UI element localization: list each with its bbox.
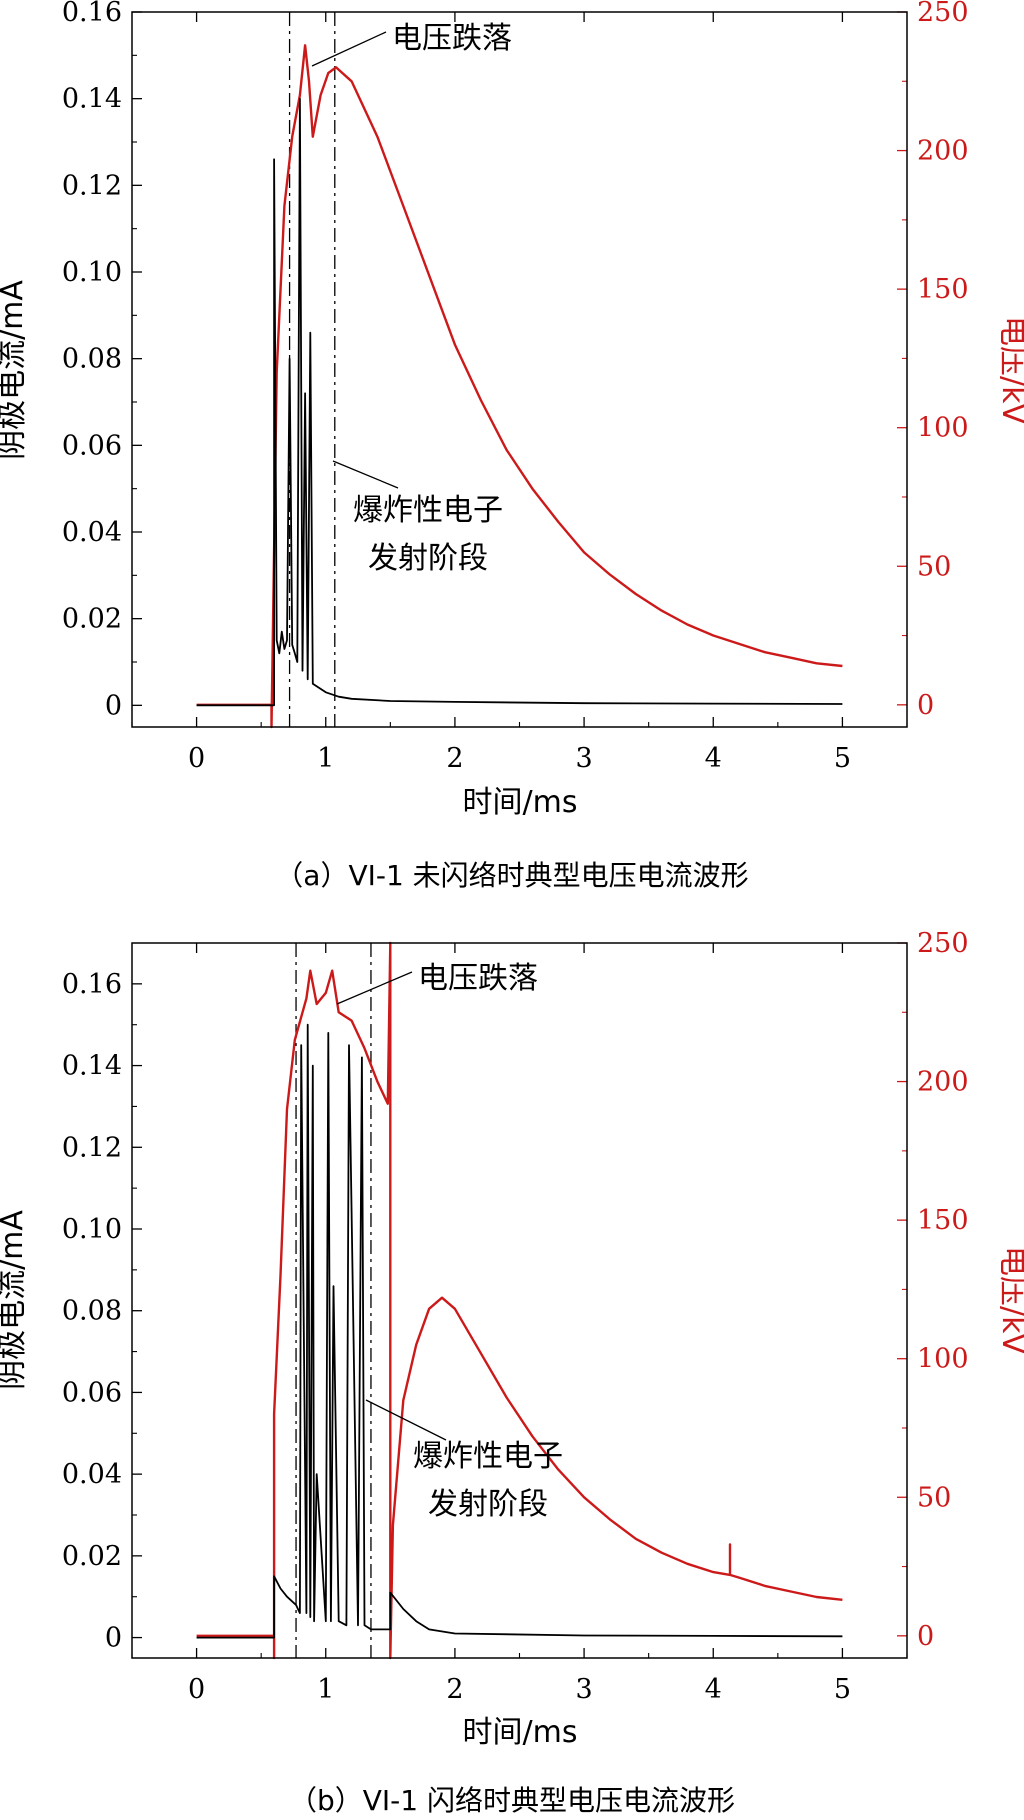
panel-b-voltage-series-line xyxy=(196,941,843,1660)
panel-a-ytick-left-label: 0 xyxy=(105,690,122,721)
panel-a-xtick-label: 5 xyxy=(834,743,851,774)
panel-b-annotation-voltage-drop: 电压跌落 xyxy=(418,961,538,996)
panel-a-voltage-series-line xyxy=(196,44,843,729)
panel-a-ytick-right-label: 150 xyxy=(917,274,969,305)
panel-a-xtick-label: 3 xyxy=(575,743,592,774)
panel-b-xtick-label: 0 xyxy=(188,1674,205,1705)
panel-a-xtick-label: 2 xyxy=(446,743,463,774)
panel-a-ytick-left-label: 0.12 xyxy=(62,170,122,201)
panel-a-annotation-voltage-drop: 电压跌落 xyxy=(392,21,512,56)
panel-b-xlabel: 时间/ms xyxy=(463,1715,578,1750)
panel-a-ytick-left-label: 0.02 xyxy=(62,604,122,635)
panel-b-xtick-label: 4 xyxy=(705,1674,722,1705)
panel-a-leader-voltage-drop xyxy=(311,31,387,67)
panel-b-current-series-line xyxy=(196,1023,843,1639)
panel-b-grid-and-lines: 0 1 2 3 4 500.020.040.060.080.100.120.140.160… xyxy=(62,928,969,1705)
panel-a-xtick-label: 0 xyxy=(188,743,205,774)
panel-a-ytick-right-label: 200 xyxy=(917,136,969,167)
panel-a-ytick-right-label: 100 xyxy=(917,413,969,444)
panel-a-annotation-stage-line2: 发射阶段 xyxy=(368,541,488,576)
panel-b-ylabel-right: 电压/kV xyxy=(995,1246,1024,1354)
panel-b-ytick-right-label: 150 xyxy=(917,1205,969,1236)
panel-a-ytick-right-label: 0 xyxy=(917,690,934,721)
panel-b-ytick-left-label: 0 xyxy=(105,1623,122,1654)
panel-a-ytick-left-label: 0.16 xyxy=(62,0,122,28)
panel-b-plot-frame xyxy=(131,942,908,1659)
panel-a-ytick-left-label: 0.10 xyxy=(62,257,122,288)
panel-b-ytick-right-label: 250 xyxy=(917,928,969,959)
panel-b-leader-stage xyxy=(365,1399,447,1441)
panel-a-annotation-stage-line1: 爆炸性电子 xyxy=(353,493,503,528)
panel-a-ylabel-right: 电压/kV xyxy=(995,316,1024,424)
panel-b-annotation-stage-line2: 发射阶段 xyxy=(428,1487,548,1522)
panel-a-current-series-line xyxy=(196,97,843,707)
panel-a-ytick-right-label: 50 xyxy=(917,551,951,582)
panel-b-xtick-label: 3 xyxy=(575,1674,592,1705)
panel-a-caption: （a）VI-1 未闪络时典型电压电流波形 xyxy=(275,859,748,892)
panel-b-ylabel-left: 阴极电流/mA xyxy=(0,1210,30,1390)
panel-a-leader-stage xyxy=(332,460,399,489)
panel-a-ytick-left-label: 0.06 xyxy=(62,430,122,461)
panel-a-plot-frame xyxy=(131,11,908,728)
panel-b-annotation-stage-line1: 爆炸性电子 xyxy=(413,1439,563,1474)
panel-a-xtick-label: 4 xyxy=(705,743,722,774)
panel-a-xtick-label: 1 xyxy=(317,743,334,774)
panel-b-xtick-label: 5 xyxy=(834,1674,851,1705)
panel-b-ytick-left-label: 0.06 xyxy=(62,1377,122,1408)
panel-b-leader-voltage-drop xyxy=(336,971,413,1005)
panel-a-grid-and-lines: 0 1 2 3 4 500.020.040.060.080.100.120.140.160… xyxy=(62,0,969,774)
panel-b-xtick-label: 2 xyxy=(446,1674,463,1705)
panel-a-ytick-left-label: 0.14 xyxy=(62,84,122,115)
panel-a-ytick-left-label: 0.04 xyxy=(62,517,122,548)
panel-a-ylabel-left: 阴极电流/mA xyxy=(0,280,30,460)
panel-b-ytick-left-label: 0.08 xyxy=(62,1296,122,1327)
panel-a-ytick-right-label: 250 xyxy=(917,0,969,28)
panel-a-xlabel: 时间/ms xyxy=(463,785,578,820)
panel-a-ytick-left-label: 0.08 xyxy=(62,344,122,375)
panel-b-ytick-left-label: 0.12 xyxy=(62,1132,122,1163)
panel-b-ytick-right-label: 0 xyxy=(917,1621,934,1652)
panel-b-ytick-left-label: 0.02 xyxy=(62,1541,122,1572)
panel-b: 0 1 2 3 4 500.020.040.060.080.100.120.140.160… xyxy=(0,928,1024,1817)
panel-b-ytick-left-label: 0.14 xyxy=(62,1051,122,1082)
panel-b-ytick-right-label: 100 xyxy=(917,1344,969,1375)
panel-b-ytick-right-label: 200 xyxy=(917,1067,969,1098)
panel-b-ytick-left-label: 0.16 xyxy=(62,969,122,1000)
panel-b-ytick-left-label: 0.04 xyxy=(62,1459,122,1490)
panel-a: 0 1 2 3 4 500.020.040.060.080.100.120.140.160… xyxy=(0,0,1024,892)
panel-b-ytick-right-label: 50 xyxy=(917,1482,951,1513)
panel-b-xtick-label: 1 xyxy=(317,1674,334,1705)
panel-b-caption: （b）VI-1 闪络时典型电压电流波形 xyxy=(289,1784,735,1817)
panel-b-ytick-left-label: 0.10 xyxy=(62,1214,122,1245)
